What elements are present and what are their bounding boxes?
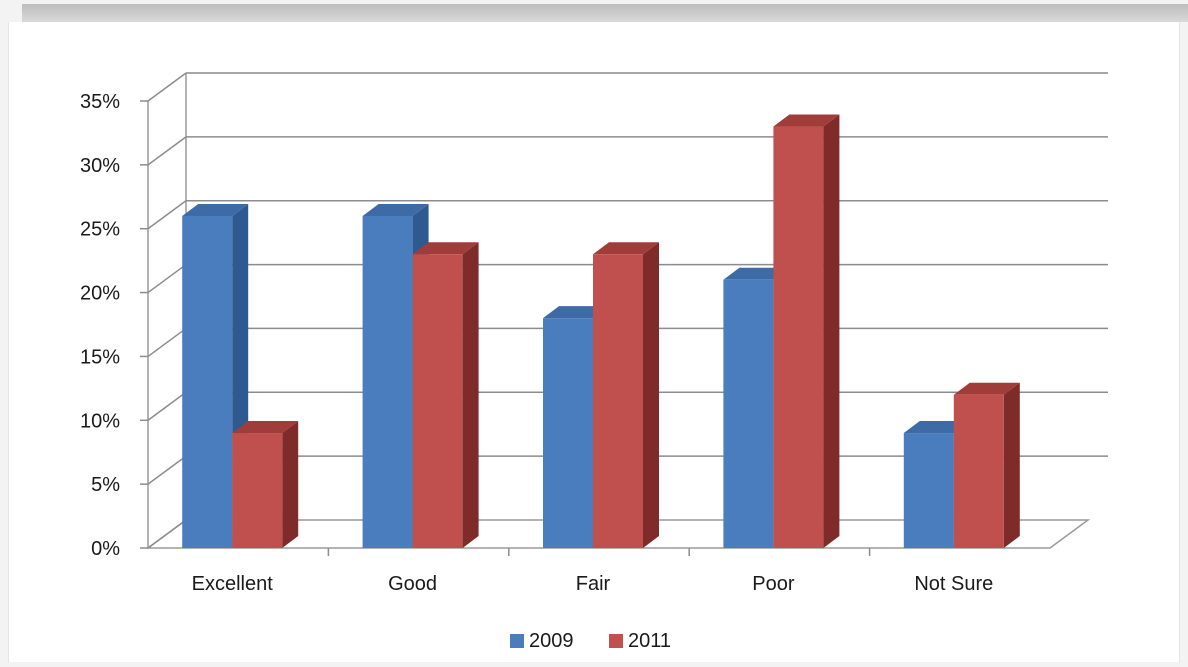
bar-side bbox=[282, 421, 299, 548]
y-tick-label: 15% bbox=[80, 346, 120, 368]
bar-front bbox=[182, 215, 233, 548]
bar bbox=[593, 242, 659, 548]
bar-front bbox=[723, 279, 774, 548]
bar-top bbox=[593, 242, 659, 255]
bar-top bbox=[723, 267, 790, 280]
bar-top bbox=[773, 114, 840, 127]
legend: 2009 2011 bbox=[510, 630, 671, 652]
bar-front bbox=[362, 215, 413, 548]
y-tick-label: 5% bbox=[91, 474, 120, 496]
bar-top bbox=[903, 421, 970, 434]
x-tick-label: Excellent bbox=[192, 573, 274, 595]
gridline-diagonal bbox=[147, 391, 187, 421]
bar-top bbox=[362, 203, 429, 216]
bar-front bbox=[232, 433, 283, 548]
bar-top bbox=[232, 421, 299, 434]
x-tick-label: Not Sure bbox=[914, 573, 993, 595]
bar-side bbox=[823, 114, 840, 549]
bar-front bbox=[593, 254, 643, 548]
gridline-diagonal bbox=[147, 519, 187, 549]
bar-side bbox=[643, 242, 659, 548]
y-axis: 0% 5% 10% 15% 20% 25% 30% 35% bbox=[80, 91, 148, 560]
bar bbox=[182, 203, 249, 548]
bar-top bbox=[953, 382, 1020, 395]
gridline-diagonal bbox=[147, 200, 187, 230]
x-tick-label: Fair bbox=[576, 573, 611, 595]
bar-side bbox=[462, 242, 479, 548]
legend-swatch bbox=[609, 634, 623, 648]
bar-front bbox=[953, 394, 1004, 548]
y-tick-label: 35% bbox=[80, 91, 120, 113]
y-tick-label: 20% bbox=[80, 283, 120, 305]
bar-front bbox=[543, 318, 593, 548]
bar bbox=[412, 242, 479, 548]
legend-label: 2009 bbox=[529, 630, 574, 652]
bar-front bbox=[903, 433, 954, 548]
bar-side bbox=[1003, 382, 1020, 548]
bar-top bbox=[412, 242, 479, 255]
legend-label: 2011 bbox=[628, 630, 671, 652]
gridline-diagonal bbox=[147, 327, 187, 358]
bar-top bbox=[182, 203, 249, 216]
bar bbox=[773, 114, 840, 549]
gridline-diagonal bbox=[147, 455, 187, 485]
y-tick-label: 25% bbox=[80, 219, 120, 241]
y-tick-label: 10% bbox=[80, 410, 120, 432]
gridline-diagonal bbox=[147, 136, 187, 166]
bar-front bbox=[773, 126, 824, 549]
window-top-bar bbox=[22, 4, 1188, 22]
gridline-diagonal bbox=[147, 263, 187, 294]
bar-front bbox=[412, 254, 463, 548]
bar-top bbox=[543, 306, 609, 319]
bar bbox=[953, 382, 1020, 548]
y-tick-label: 0% bbox=[91, 538, 120, 560]
x-axis: Excellent Good Fair Poor Not Sure bbox=[192, 548, 993, 595]
x-tick-label: Good bbox=[388, 573, 437, 595]
legend-swatch bbox=[510, 634, 524, 648]
y-tick-label: 30% bbox=[80, 155, 120, 177]
gridline-diagonal bbox=[147, 72, 187, 102]
bars bbox=[182, 114, 1020, 549]
x-tick-label: Poor bbox=[752, 573, 795, 595]
bar bbox=[232, 421, 299, 548]
